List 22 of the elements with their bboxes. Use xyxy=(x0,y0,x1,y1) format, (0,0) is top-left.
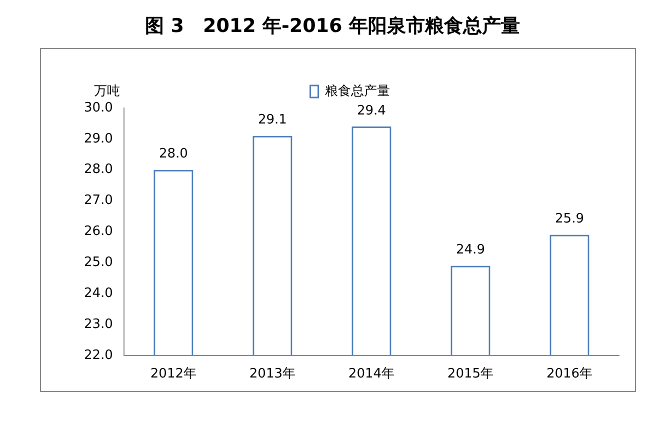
y-tick-label: 29.0 xyxy=(84,131,113,146)
data-label: 29.4 xyxy=(356,103,386,118)
data-label: 24.9 xyxy=(456,242,485,258)
data-label: 29.1 xyxy=(258,112,287,128)
x-tick-label: 2013年 xyxy=(249,366,296,382)
x-tick-label: 2012年 xyxy=(150,366,196,382)
y-axis-title: 万吨 xyxy=(94,84,120,99)
y-tick-label: 23.0 xyxy=(84,316,113,332)
y-tick-label: 22.0 xyxy=(84,348,113,363)
y-tick-label: 25.0 xyxy=(84,255,113,270)
y-tick-label: 27.0 xyxy=(84,193,113,208)
y-tick-label: 30.0 xyxy=(84,100,113,116)
chart-title: 图 3 2012 年-2016 年阳泉市粮食总产量 xyxy=(144,14,521,39)
x-tick-label: 2015年 xyxy=(447,366,494,382)
data-label: 28.0 xyxy=(158,146,188,162)
y-tick-label: 24.0 xyxy=(84,286,113,301)
y-tick-label: 28.0 xyxy=(84,162,113,178)
x-tick-label: 2014年 xyxy=(348,366,395,382)
x-tick-label: 2016年 xyxy=(546,366,593,382)
legend-label: 粮食总产量 xyxy=(324,84,390,99)
data-label: 25.9 xyxy=(555,212,584,227)
y-tick-label: 26.0 xyxy=(84,224,113,240)
